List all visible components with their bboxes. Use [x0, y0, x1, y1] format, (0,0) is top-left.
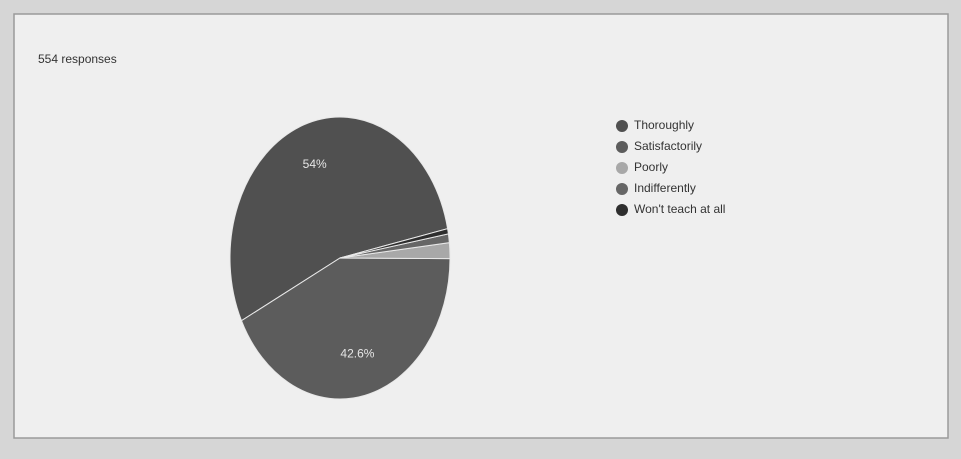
legend-label: Indifferently [634, 181, 696, 195]
legend-label: Poorly [634, 160, 668, 174]
legend-label: Won't teach at all [634, 202, 725, 216]
pie-slice [339, 228, 449, 259]
legend-swatch [616, 183, 628, 195]
legend-swatch [616, 162, 628, 174]
legend-swatch [616, 204, 628, 216]
pie-slice [229, 116, 449, 322]
chart-title: 554 responses [38, 52, 117, 66]
slice-label: 42.6% [340, 346, 374, 360]
legend-swatch [616, 141, 628, 153]
legend-swatch [616, 120, 628, 132]
chart-frame [13, 13, 949, 439]
legend-label: Thoroughly [634, 118, 694, 132]
legend-label: Satisfactorily [634, 139, 702, 153]
pie-slice [240, 257, 451, 400]
slice-label: 54% [303, 157, 327, 171]
